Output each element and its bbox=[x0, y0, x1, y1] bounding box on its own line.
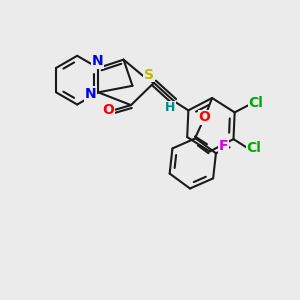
Text: H: H bbox=[165, 101, 176, 114]
Text: O: O bbox=[199, 110, 211, 124]
Text: N: N bbox=[85, 87, 97, 101]
Text: F: F bbox=[219, 139, 228, 153]
Text: N: N bbox=[92, 54, 103, 68]
Text: Cl: Cl bbox=[248, 96, 263, 110]
Text: S: S bbox=[143, 68, 154, 82]
Text: Cl: Cl bbox=[246, 141, 261, 155]
Text: O: O bbox=[102, 103, 114, 118]
